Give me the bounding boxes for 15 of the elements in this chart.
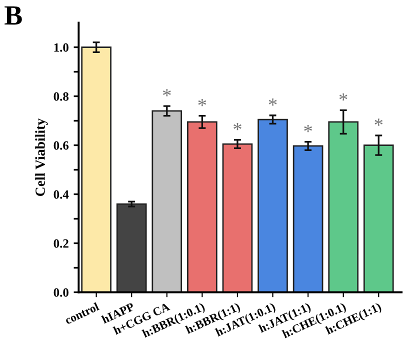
y-tick-label: 0.0	[54, 288, 68, 297]
annotation: *	[304, 124, 312, 132]
annotation: *	[339, 93, 348, 100]
y-tick-label: 1.0	[54, 43, 68, 52]
y-tick-label: 0.8	[54, 92, 69, 101]
annotation: *	[234, 122, 242, 130]
y-tick-label: 0.6	[54, 141, 69, 150]
annotation: *	[162, 89, 171, 96]
text: B	[4, 6, 22, 25]
y-tick-label: 0.4	[54, 190, 69, 199]
annotation: *	[374, 118, 383, 126]
annotation: *	[268, 98, 277, 106]
annotation: *	[198, 98, 206, 106]
y-axis-title: Cell Viability	[35, 118, 48, 196]
y-tick-label: 0.2	[54, 239, 68, 248]
